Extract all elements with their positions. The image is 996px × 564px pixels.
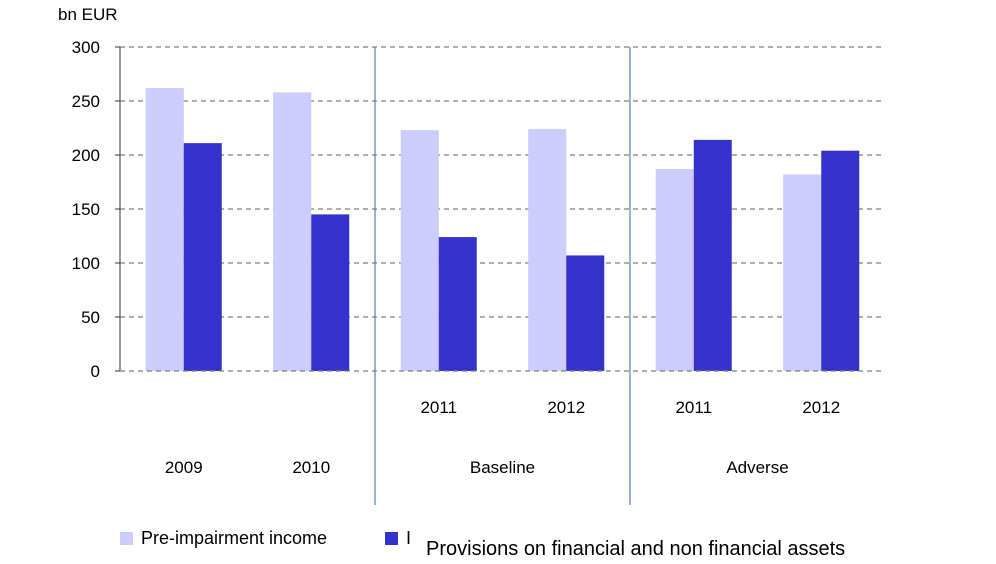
group-separators	[374, 47, 631, 505]
x-tick-label: 2012	[802, 398, 840, 417]
x-tick-labels: 2009 2010 2011 2012 2011 2012	[165, 398, 840, 477]
bar-pre-impairment	[783, 174, 822, 371]
y-tick-label: 50	[81, 308, 100, 327]
bar-pre-impairment	[655, 169, 694, 371]
x-tick-label: 2010	[292, 458, 330, 477]
bar-provisions	[821, 150, 860, 371]
legend-swatch-pre-impairment	[120, 532, 133, 545]
y-tick-label: 250	[72, 92, 100, 111]
bar-pre-impairment	[528, 129, 567, 371]
legend-label-pre-impairment: Pre-impairment income	[141, 528, 328, 548]
bar-provisions	[693, 139, 732, 371]
legend-swatch-provisions	[385, 532, 398, 545]
bar-provisions	[566, 255, 605, 371]
y-tick-label: 0	[91, 362, 100, 381]
bar-provisions	[311, 214, 350, 371]
legend-overlay-label: Provisions on financial and non financia…	[426, 538, 846, 560]
y-tick-labels: 0 50 100 150 200 250 300	[72, 38, 120, 381]
x-tick-label: 2011	[675, 398, 712, 417]
group-label: Adverse	[726, 458, 788, 477]
y-tick-label: 100	[72, 254, 100, 273]
bar-provisions	[183, 143, 222, 371]
bar-pre-impairment	[273, 92, 312, 372]
bar-provisions	[438, 237, 477, 371]
legend-item-provisions: I	[385, 528, 411, 549]
y-tick-label: 200	[72, 146, 100, 165]
bars	[145, 88, 860, 372]
x-tick-label: 2009	[165, 458, 203, 477]
legend: Pre-impairment income I Provisions on fi…	[120, 528, 980, 564]
group-labels: Baseline Adverse	[470, 458, 789, 477]
y-axis-label: bn EUR	[58, 5, 118, 24]
bar-pre-impairment	[145, 88, 184, 371]
y-tick-label: 300	[72, 38, 100, 57]
y-tick-label: 150	[72, 200, 100, 219]
legend-label-provisions-truncated: I	[406, 528, 412, 548]
gridlines	[120, 46, 885, 318]
x-tick-label: 2011	[420, 398, 457, 417]
legend-item-pre-impairment: Pre-impairment income	[120, 528, 327, 549]
x-tick-label: 2012	[547, 398, 585, 417]
legend-overlay-text: Provisions on financial and non financia…	[426, 538, 845, 561]
bar-pre-impairment	[400, 130, 439, 371]
group-label: Baseline	[470, 458, 535, 477]
